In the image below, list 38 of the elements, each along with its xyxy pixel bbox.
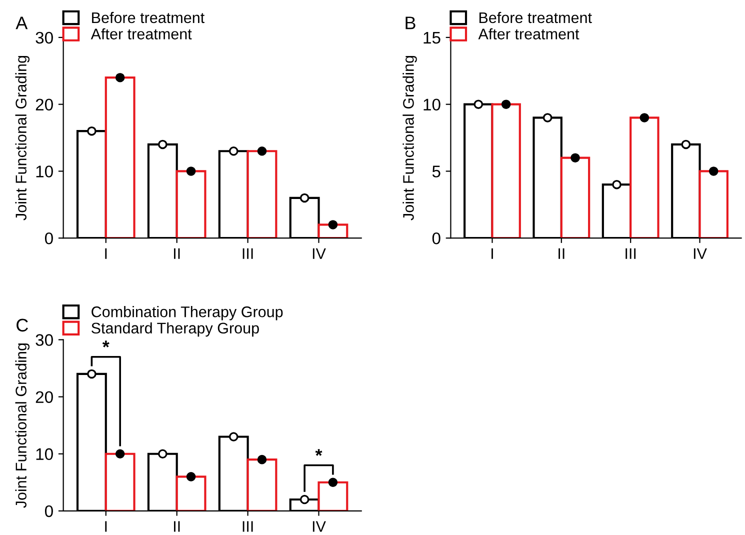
y-tick-label: 10 <box>36 166 53 178</box>
y-axis-title: Joint Functional Grading <box>15 344 30 508</box>
x-tick-label: IV <box>312 248 326 259</box>
legend-label: After treatment <box>478 28 580 40</box>
y-axis-title: Joint Functional Grading <box>402 56 417 220</box>
x-tick-label: II <box>558 248 564 259</box>
y-axis-title: Joint Functional Grading <box>15 56 30 220</box>
x-tick-label: II <box>174 521 180 532</box>
chart-title: B <box>406 16 416 30</box>
x-tick-label: IV <box>312 521 326 532</box>
x-tick-label: III <box>242 521 253 532</box>
x-tick-label: I <box>105 248 107 259</box>
y-tick-label: 0 <box>44 232 53 244</box>
y-tick-label: 30 <box>36 334 53 346</box>
x-tick-label: I <box>105 521 107 532</box>
legend-label: Before treatment <box>92 12 205 24</box>
y-tick-label: 0 <box>44 505 53 518</box>
x-tick-label: II <box>174 248 180 259</box>
y-tick-label: 20 <box>36 98 53 111</box>
y-tick-label: 0 <box>432 232 440 244</box>
legend-label: After treatment <box>90 28 192 40</box>
x-tick-label: III <box>242 248 253 259</box>
y-tick-label: 15 <box>424 32 440 44</box>
annotation: * <box>315 449 322 456</box>
legend-label: Before treatment <box>479 12 592 24</box>
y-tick-label: 10 <box>424 98 440 111</box>
x-tick-label: I <box>492 248 493 259</box>
y-tick-label: 5 <box>432 166 440 178</box>
legend-label: Standard Therapy Group <box>92 322 259 337</box>
x-tick-label: IV <box>694 248 707 259</box>
chart-title: C <box>16 318 28 332</box>
y-tick-label: 20 <box>36 391 53 403</box>
chart-title: A <box>16 16 28 30</box>
y-tick-label: 30 <box>36 32 53 44</box>
annotation: * <box>102 340 110 348</box>
y-tick-label: 10 <box>36 448 53 460</box>
legend-label: Combination Therapy Group <box>92 306 283 320</box>
x-tick-label: III <box>626 248 636 259</box>
